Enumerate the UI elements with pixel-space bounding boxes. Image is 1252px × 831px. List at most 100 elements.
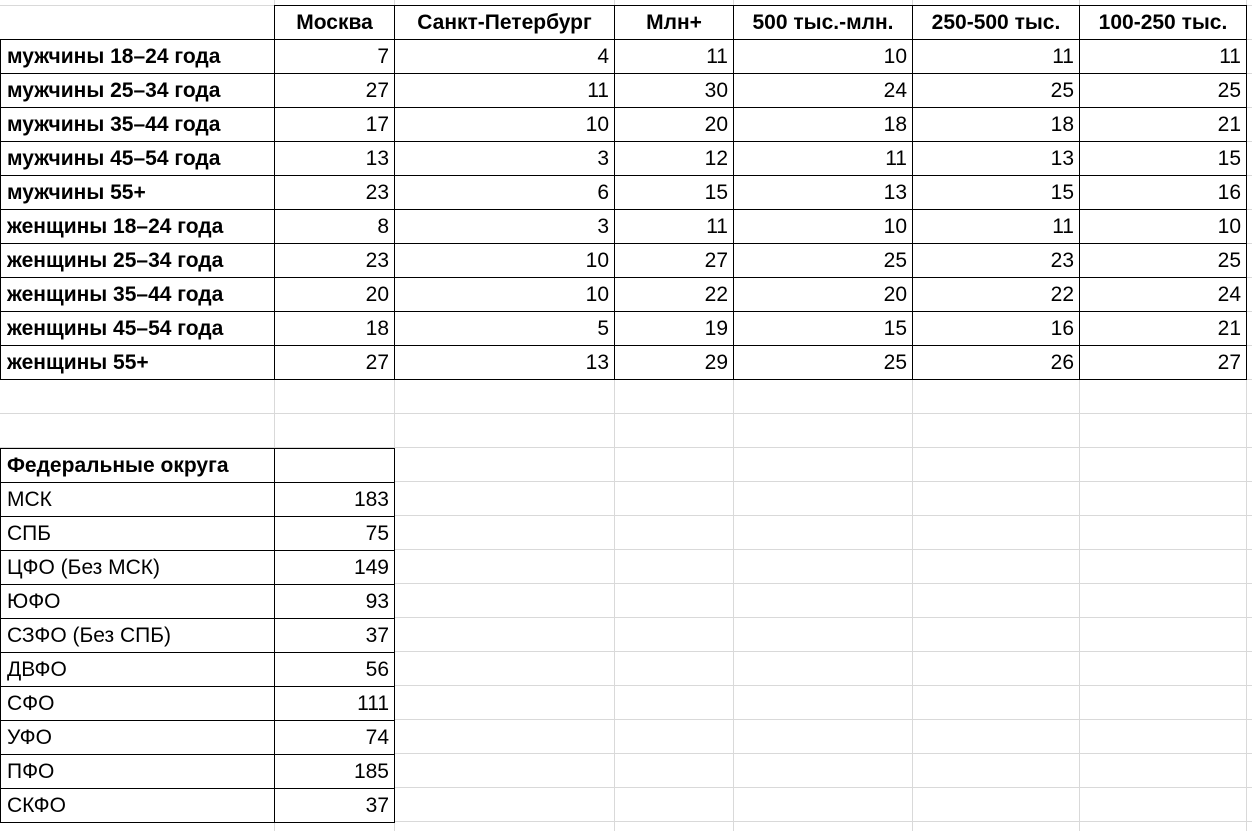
value-cell[interactable]: 15 [912,175,1080,210]
value-cell[interactable]: 27 [274,345,395,380]
value-cell[interactable]: 13 [274,141,395,176]
value-cell[interactable]: 4 [394,39,615,74]
district-value-cell[interactable]: 37 [274,788,395,823]
row-label-cell[interactable]: женщины 18–24 года [0,209,275,244]
federal-header-cell[interactable]: Федеральные округа [0,448,275,483]
district-label-cell[interactable]: СФО [0,686,275,721]
value-cell[interactable]: 25 [733,345,913,380]
value-cell[interactable]: 25 [1079,73,1247,108]
row-label-cell[interactable]: женщины 35–44 года [0,277,275,312]
district-label-cell[interactable]: СЗФО (Без СПБ) [0,618,275,653]
value-cell[interactable]: 13 [733,175,913,210]
value-cell[interactable]: 27 [274,73,395,108]
value-cell[interactable]: 27 [1079,345,1247,380]
district-value-cell[interactable]: 93 [274,584,395,619]
value-cell[interactable]: 11 [912,209,1080,244]
row-label-cell[interactable]: женщины 45–54 года [0,311,275,346]
row-label-cell[interactable]: мужчины 25–34 года [0,73,275,108]
value-cell[interactable]: 20 [614,107,734,142]
value-cell[interactable]: 11 [394,73,615,108]
district-label-cell[interactable]: ЮФО [0,584,275,619]
value-cell[interactable]: 11 [614,209,734,244]
value-cell[interactable]: 16 [1079,175,1247,210]
value-cell[interactable]: 18 [912,107,1080,142]
value-cell[interactable]: 11 [614,39,734,74]
table-row: СЗФО (Без СПБ) 37 [0,618,395,653]
district-value-cell[interactable]: 56 [274,652,395,687]
value-cell[interactable]: 11 [912,39,1080,74]
value-cell[interactable]: 19 [614,311,734,346]
column-header[interactable]: Млн+ [614,5,734,40]
value-cell[interactable]: 22 [614,277,734,312]
value-cell[interactable]: 24 [1079,277,1247,312]
column-header[interactable]: 500 тыс.-млн. [733,5,913,40]
value-cell[interactable]: 24 [733,73,913,108]
value-cell[interactable]: 25 [733,243,913,278]
value-cell[interactable]: 10 [733,39,913,74]
value-cell[interactable]: 27 [614,243,734,278]
value-cell[interactable]: 13 [912,141,1080,176]
value-cell[interactable]: 23 [274,175,395,210]
column-header[interactable]: 100-250 тыс. [1079,5,1247,40]
value-cell[interactable]: 20 [733,277,913,312]
value-cell[interactable]: 5 [394,311,615,346]
value-cell[interactable]: 17 [274,107,395,142]
district-label-cell[interactable]: СПБ [0,516,275,551]
value-cell[interactable]: 21 [1079,107,1247,142]
value-cell[interactable]: 26 [912,345,1080,380]
value-cell[interactable]: 10 [394,107,615,142]
value-cell[interactable]: 20 [274,277,395,312]
district-value-cell[interactable]: 183 [274,482,395,517]
value-cell[interactable]: 23 [274,243,395,278]
column-header[interactable]: 250-500 тыс. [912,5,1080,40]
row-label-cell[interactable]: мужчины 35–44 года [0,107,275,142]
district-value-cell[interactable]: 149 [274,550,395,585]
value-cell[interactable]: 18 [274,311,395,346]
row-label-cell[interactable]: мужчины 45–54 года [0,141,275,176]
value-cell[interactable]: 15 [1079,141,1247,176]
value-cell[interactable]: 25 [912,73,1080,108]
district-value-cell[interactable]: 111 [274,686,395,721]
value-cell[interactable]: 10 [1079,209,1247,244]
value-cell[interactable]: 29 [614,345,734,380]
value-cell[interactable]: 18 [733,107,913,142]
value-cell[interactable]: 16 [912,311,1080,346]
value-cell[interactable]: 11 [1079,39,1247,74]
district-label-cell[interactable]: УФО [0,720,275,755]
district-label-cell[interactable]: СКФО [0,788,275,823]
row-label-cell[interactable]: женщины 55+ [0,345,275,380]
value-cell[interactable]: 11 [733,141,913,176]
value-cell[interactable]: 7 [274,39,395,74]
value-cell[interactable]: 12 [614,141,734,176]
value-cell[interactable]: 3 [394,209,615,244]
corner-cell[interactable] [0,5,275,40]
column-header[interactable]: Санкт-Петербург [394,5,615,40]
value-cell[interactable]: 10 [394,243,615,278]
value-cell[interactable]: 8 [274,209,395,244]
value-cell[interactable]: 13 [394,345,615,380]
row-label-cell[interactable]: женщины 25–34 года [0,243,275,278]
value-cell[interactable]: 15 [733,311,913,346]
empty-cell[interactable] [274,448,395,483]
value-cell[interactable]: 3 [394,141,615,176]
column-header[interactable]: Москва [274,5,395,40]
value-cell[interactable]: 15 [614,175,734,210]
row-label-cell[interactable]: мужчины 55+ [0,175,275,210]
district-label-cell[interactable]: ЦФО (Без МСК) [0,550,275,585]
district-value-cell[interactable]: 185 [274,754,395,789]
district-value-cell[interactable]: 37 [274,618,395,653]
row-label-cell[interactable]: мужчины 18–24 года [0,39,275,74]
value-cell[interactable]: 21 [1079,311,1247,346]
district-value-cell[interactable]: 74 [274,720,395,755]
district-label-cell[interactable]: ПФО [0,754,275,789]
district-label-cell[interactable]: МСК [0,482,275,517]
value-cell[interactable]: 23 [912,243,1080,278]
value-cell[interactable]: 10 [394,277,615,312]
district-value-cell[interactable]: 75 [274,516,395,551]
value-cell[interactable]: 6 [394,175,615,210]
district-label-cell[interactable]: ДВФО [0,652,275,687]
value-cell[interactable]: 30 [614,73,734,108]
value-cell[interactable]: 22 [912,277,1080,312]
value-cell[interactable]: 10 [733,209,913,244]
value-cell[interactable]: 25 [1079,243,1247,278]
